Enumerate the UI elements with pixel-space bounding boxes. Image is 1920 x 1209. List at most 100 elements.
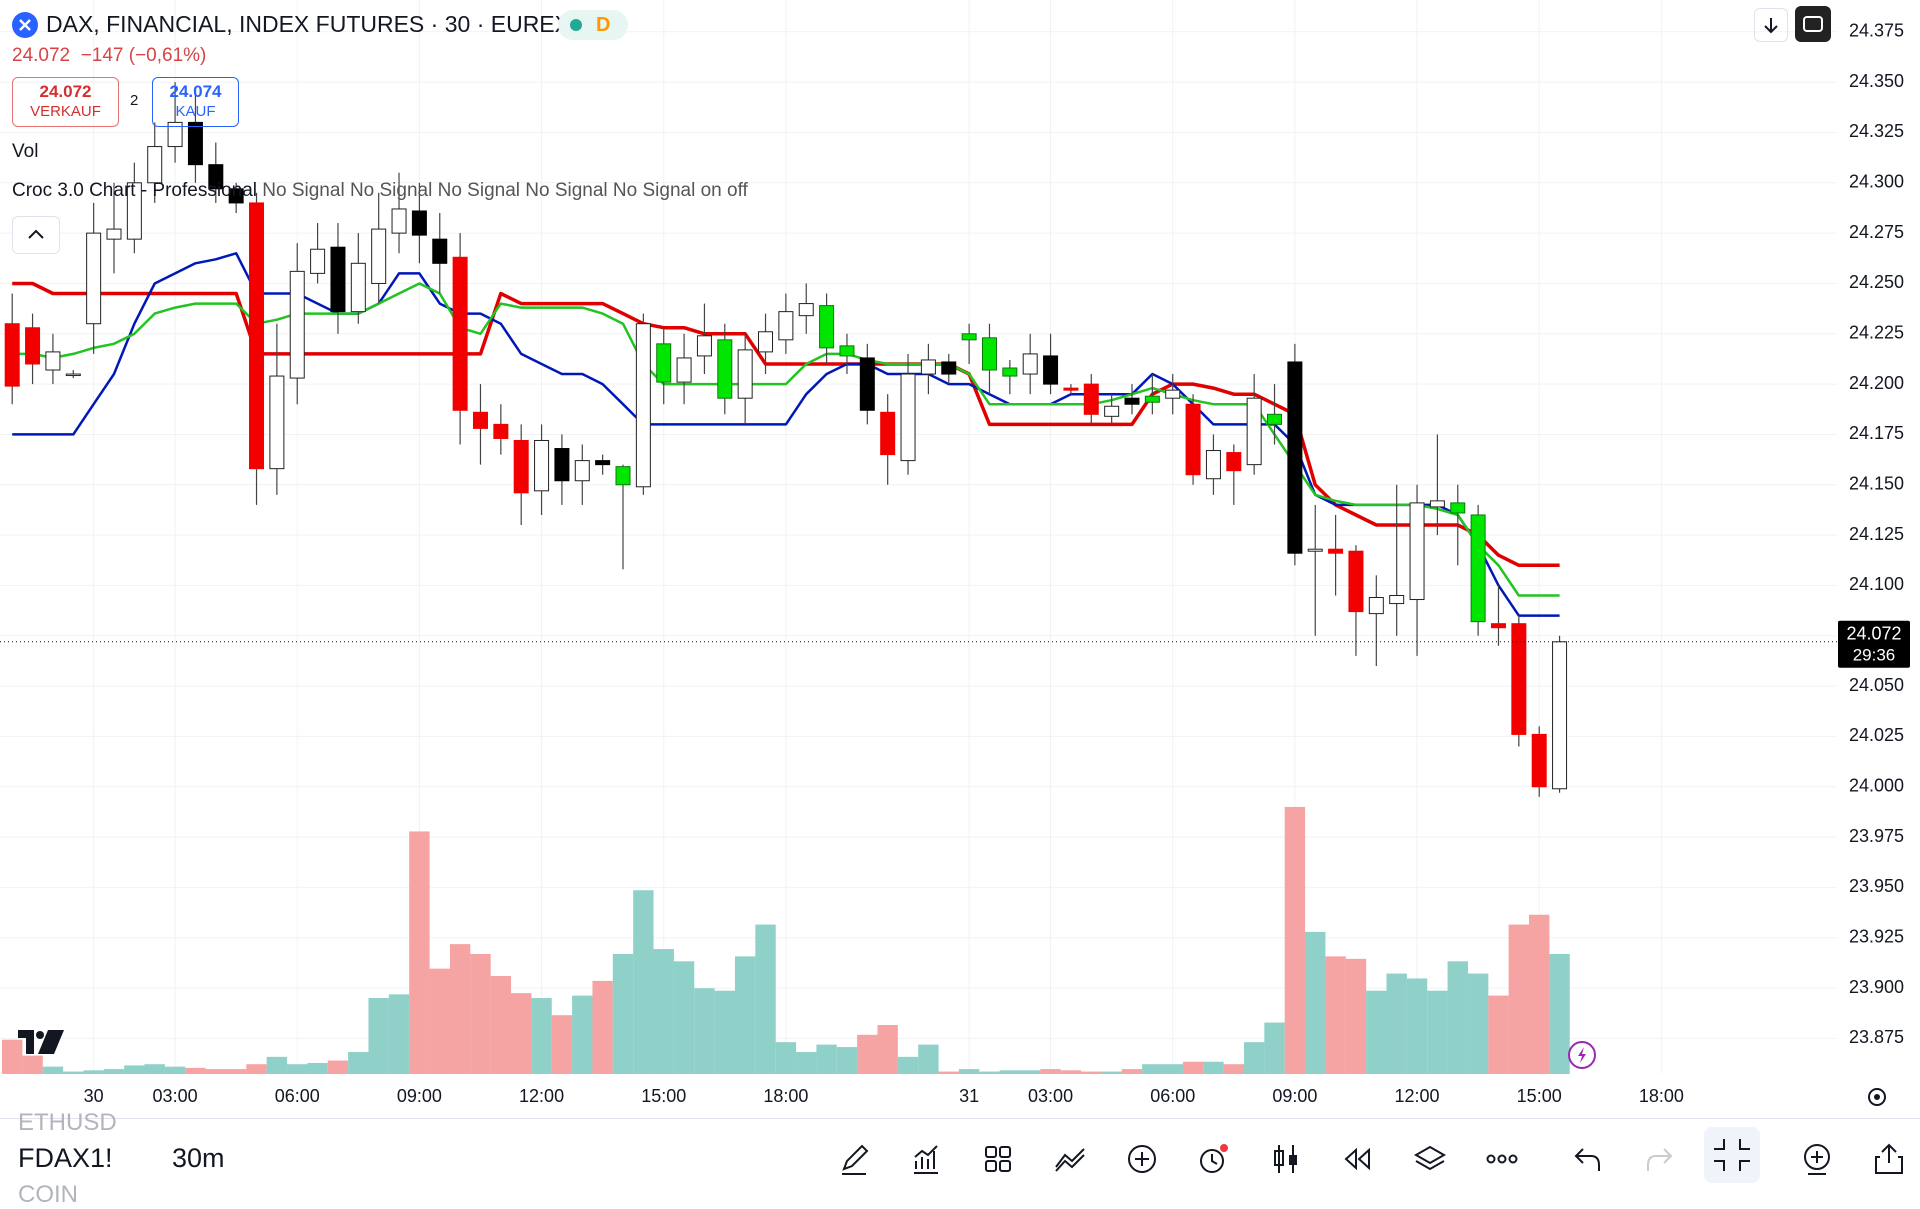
volume-bar xyxy=(1529,914,1550,1074)
volume-bar xyxy=(714,990,735,1074)
indicator-name: Croc 3.0 Chart - Professional xyxy=(12,180,257,201)
volume-bar xyxy=(1101,1071,1122,1074)
volume-bar xyxy=(1182,1061,1204,1074)
candle-body xyxy=(656,343,672,383)
exit-fullscreen[interactable] xyxy=(1704,1127,1760,1183)
candle-body xyxy=(310,248,326,274)
object-tree[interactable] xyxy=(1800,1141,1834,1177)
volume-bar xyxy=(1223,1064,1244,1074)
settings-icon[interactable] xyxy=(1866,1086,1888,1113)
volume-bar xyxy=(1427,990,1448,1074)
y-tick-label: 24.025 xyxy=(1849,725,1904,745)
volume-bar xyxy=(755,924,776,1074)
candle-body xyxy=(513,439,529,494)
indicators-tool[interactable] xyxy=(910,1141,942,1177)
more-tool[interactable] xyxy=(1485,1141,1519,1177)
countdown: 29:36 xyxy=(1853,645,1896,664)
collapse-button[interactable] xyxy=(12,216,60,254)
volume-bar xyxy=(1264,1022,1285,1074)
y-tick-label: 23.875 xyxy=(1849,1027,1904,1047)
price-change: 24.072 −147 (−0,61%) xyxy=(12,45,206,67)
volume-bar xyxy=(1549,953,1570,1074)
x-tick-label: 09:00 xyxy=(397,1086,442,1106)
candle-body xyxy=(1267,413,1283,425)
interval[interactable]: 30m xyxy=(172,1143,225,1173)
volume-bar xyxy=(327,1060,349,1074)
candle-body xyxy=(1226,452,1242,472)
volume-bar xyxy=(633,890,654,1074)
grid xyxy=(0,0,1837,1074)
share-tool[interactable] xyxy=(1872,1141,1906,1177)
y-tick-label: 24.200 xyxy=(1849,373,1904,393)
prev-symbol[interactable]: ETHUSD xyxy=(18,1109,117,1136)
add-tool[interactable] xyxy=(1125,1141,1159,1177)
tv-logo[interactable] xyxy=(18,1030,64,1061)
volume-bar xyxy=(103,1069,125,1074)
last-price-badge xyxy=(1838,620,1910,668)
volume-bar xyxy=(816,1044,837,1074)
fullscreen-button[interactable] xyxy=(1795,6,1831,42)
candle-body xyxy=(1348,550,1364,613)
status-dot xyxy=(570,19,582,31)
layers-tool[interactable] xyxy=(1413,1141,1447,1177)
volume-bar xyxy=(307,1062,328,1074)
symbol[interactable]: FDAX1! xyxy=(18,1143,113,1173)
last-price-label: 24.072 xyxy=(1846,624,1901,644)
sell-button[interactable]: 24.072 VERKAUF xyxy=(12,77,119,127)
candle-body xyxy=(1205,450,1221,480)
alert-flash[interactable] xyxy=(1568,1041,1596,1069)
volume-bar xyxy=(1467,973,1489,1074)
status-pill[interactable]: D xyxy=(558,10,628,40)
volume-bar xyxy=(877,1025,898,1074)
candle-body xyxy=(1368,597,1384,615)
y-tick-label: 23.900 xyxy=(1849,977,1904,997)
replay-tool[interactable] xyxy=(1341,1141,1373,1177)
volume-bar xyxy=(1162,1064,1183,1074)
candle-body xyxy=(391,208,407,234)
volume-bar xyxy=(592,980,613,1074)
compare-tool[interactable] xyxy=(1053,1141,1087,1177)
candle-body xyxy=(452,256,468,411)
candle-body xyxy=(961,333,977,341)
draw-tool[interactable] xyxy=(838,1141,870,1177)
scroll-button[interactable] xyxy=(1754,8,1788,42)
redo-tool[interactable] xyxy=(1644,1141,1676,1177)
volume-bar xyxy=(918,1044,939,1074)
volume-bar xyxy=(1305,931,1326,1074)
volume-bar xyxy=(653,949,674,1074)
candle-body xyxy=(472,411,488,429)
undo-tool[interactable] xyxy=(1571,1141,1603,1177)
volume-bar xyxy=(490,976,512,1074)
next-symbol[interactable]: COIN xyxy=(18,1181,78,1208)
candle-body xyxy=(1531,733,1547,788)
last-price: 24.072 xyxy=(12,45,71,66)
chart-type-tool[interactable] xyxy=(1270,1141,1302,1177)
delay-badge: D xyxy=(596,14,611,36)
volume-bar xyxy=(1488,995,1509,1074)
candle-body xyxy=(228,188,244,204)
candle-body xyxy=(1552,641,1568,790)
symbol-title[interactable]: DAX, FINANCIAL, INDEX FUTURES · 30 · EUR… xyxy=(46,11,570,37)
indicator-values: No Signal No Signal No Signal No Signal … xyxy=(262,180,748,201)
spread: 2 xyxy=(130,92,139,109)
candle-body xyxy=(1328,548,1344,554)
volume-bar xyxy=(796,1051,817,1074)
volume-bar xyxy=(429,968,450,1074)
candle-body xyxy=(1165,389,1181,399)
x-tick-label: 31 xyxy=(959,1086,979,1106)
indicator-vol[interactable]: Vol xyxy=(12,141,39,162)
layouts-tool[interactable] xyxy=(982,1141,1014,1177)
candle-body xyxy=(900,373,916,462)
alert-tool[interactable] xyxy=(1196,1141,1230,1177)
sell-price: 24.072 xyxy=(39,82,92,101)
buy-button[interactable]: 24.074 KAUF xyxy=(152,77,239,127)
volume-bar xyxy=(1447,961,1468,1074)
x-tick-label: 12:00 xyxy=(1395,1086,1440,1106)
candle-body xyxy=(289,270,305,379)
indicator-croc[interactable]: Croc 3.0 Chart - Professional No Signal … xyxy=(12,180,748,202)
volume-bar xyxy=(979,1071,1000,1074)
candle-body xyxy=(330,246,346,313)
candle-body xyxy=(534,439,550,492)
y-tick-label: 24.275 xyxy=(1849,222,1904,242)
candle-body xyxy=(493,423,509,439)
